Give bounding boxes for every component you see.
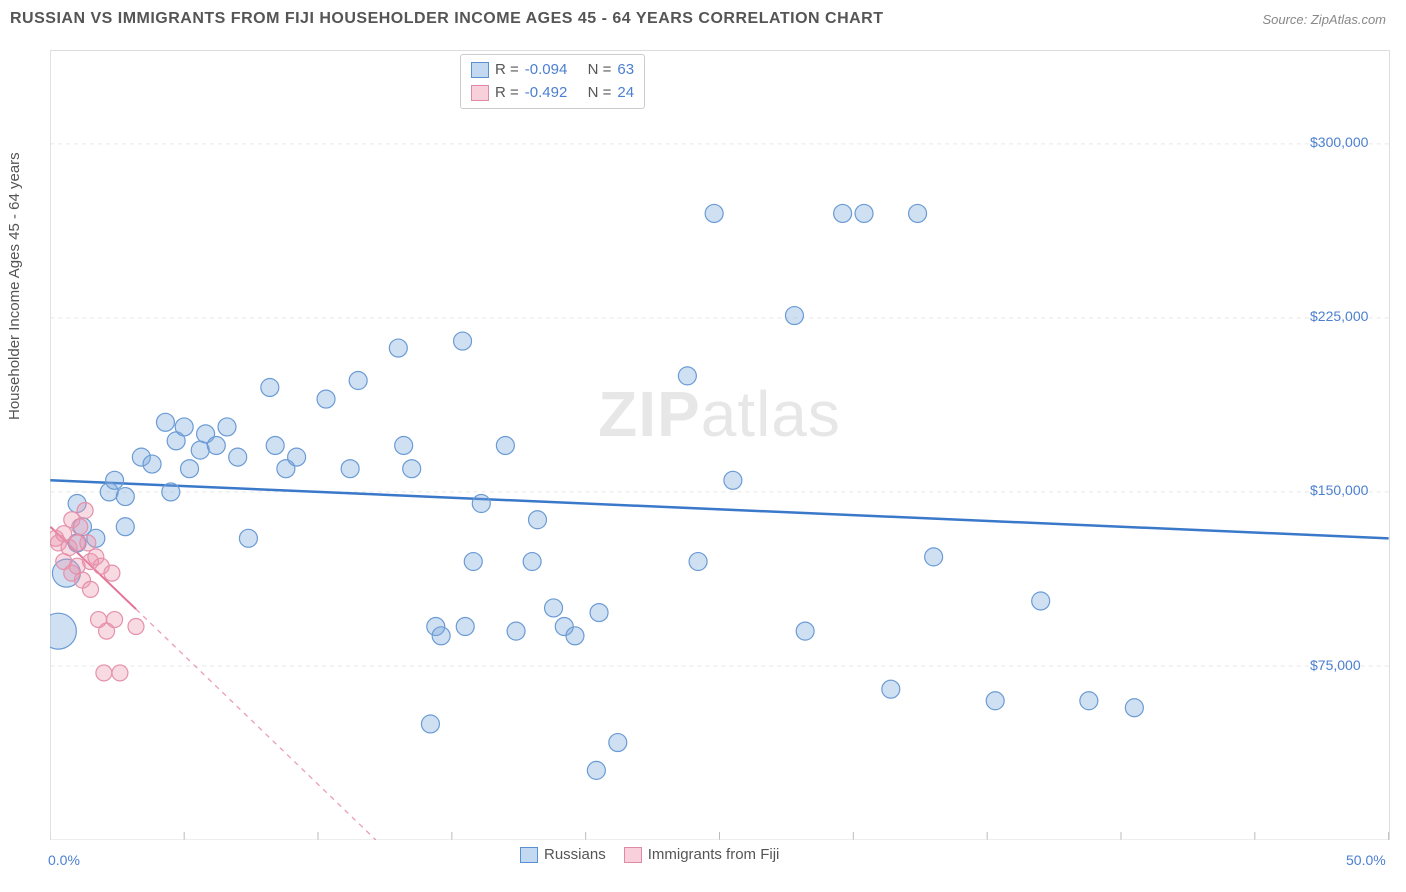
y-tick-300000: $300,000 <box>1310 134 1368 150</box>
y-tick-75000: $75,000 <box>1310 657 1361 673</box>
legend-series: Russians Immigrants from Fiji <box>520 846 779 863</box>
legend-row-fiji: R = -0.492 N = 24 <box>471 82 634 105</box>
attribution: Source: ZipAtlas.com <box>1262 12 1386 27</box>
legend-row-russians: R = -0.094 N = 63 <box>471 59 634 82</box>
legend-correlation: R = -0.094 N = 63 R = -0.492 N = 24 <box>460 54 645 109</box>
swatch-pink <box>624 847 642 863</box>
legend-item-fiji: Immigrants from Fiji <box>624 846 780 863</box>
swatch-blue <box>520 847 538 863</box>
chart-title: RUSSIAN VS IMMIGRANTS FROM FIJI HOUSEHOL… <box>10 10 884 28</box>
y-axis-label: Householder Income Ages 45 - 64 years <box>6 152 23 420</box>
x-tick-0: 0.0% <box>48 852 80 868</box>
title-bar: RUSSIAN VS IMMIGRANTS FROM FIJI HOUSEHOL… <box>0 0 1406 34</box>
scatter-plot <box>50 51 1389 840</box>
x-tick-50: 50.0% <box>1346 852 1386 868</box>
swatch-pink <box>471 85 489 101</box>
chart-area: ZIPatlas <box>50 50 1390 840</box>
y-tick-150000: $150,000 <box>1310 482 1368 498</box>
y-tick-225000: $225,000 <box>1310 308 1368 324</box>
legend-item-russians: Russians <box>520 846 606 863</box>
swatch-blue <box>471 62 489 78</box>
